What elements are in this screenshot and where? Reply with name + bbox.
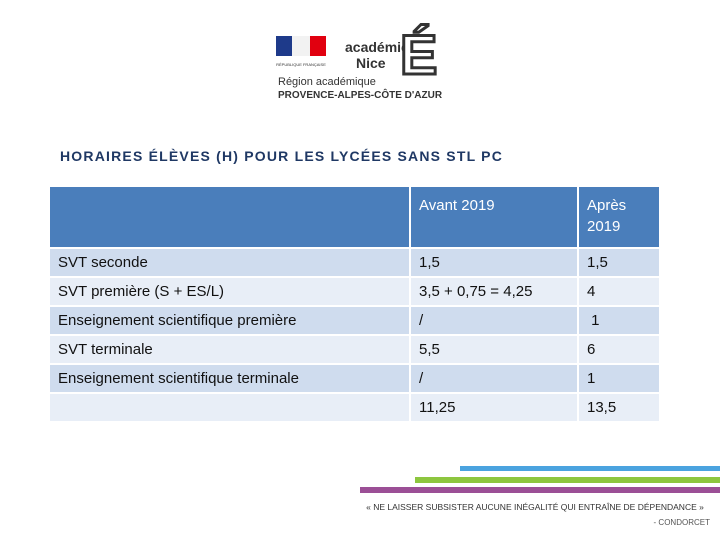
table-row: SVT première (S + ES/L) 3,5 + 0,75 = 4,25… bbox=[50, 277, 661, 307]
logo-letter: É bbox=[400, 23, 437, 86]
title: HORAIRES ÉLÈVES (H) POUR LES LYCÉES SANS… bbox=[60, 148, 504, 164]
table-cell: Enseignement scientifique première bbox=[50, 306, 411, 336]
table-cell: 4 bbox=[578, 277, 661, 307]
table-cell: 5,5 bbox=[410, 335, 579, 365]
bar-blue bbox=[460, 466, 720, 471]
table: Avant 2019 Après 2019 SVT seconde 1,5 1,5 SVT… bbox=[50, 187, 661, 423]
header-cell bbox=[50, 187, 411, 249]
table-cell: 1 bbox=[578, 306, 661, 336]
table-cell: 1,5 bbox=[578, 248, 661, 278]
total-row: 11,25 13,5 bbox=[50, 393, 661, 423]
table-row: SVT seconde 1,5 1,5 bbox=[50, 248, 661, 278]
table-cell: Enseignement scientifique terminale bbox=[50, 364, 411, 394]
header-row: Avant 2019 Après 2019 bbox=[50, 187, 661, 249]
bar-purple bbox=[360, 487, 720, 493]
flag-blue bbox=[276, 36, 292, 56]
flag-red bbox=[310, 36, 326, 56]
header-cell: Avant 2019 bbox=[410, 187, 579, 249]
republic: RÉPUBLIQUE FRANÇAISE bbox=[276, 62, 326, 67]
author: - CONDORCET bbox=[653, 518, 710, 527]
table-row: Enseignement scientifique terminale/1 bbox=[50, 364, 661, 394]
table-cell bbox=[50, 393, 411, 423]
table-row: Enseignement scientifique première/ 1 bbox=[50, 306, 661, 336]
flag-white bbox=[292, 36, 310, 56]
table-cell: SVT terminale bbox=[50, 335, 411, 365]
table-cell: / bbox=[410, 364, 579, 394]
table-cell: / bbox=[410, 306, 579, 336]
table-cell: 6 bbox=[578, 335, 661, 365]
header-cell: Après 2019 bbox=[578, 187, 661, 249]
table-cell: 13,5 bbox=[578, 393, 661, 423]
region-name: PROVENCE-ALPES-CÔTE D'AZUR bbox=[278, 88, 443, 101]
city: Nice bbox=[356, 55, 386, 71]
quote: « NE LAISSER SUBSISTER AUCUNE INÉGALITÉ … bbox=[366, 502, 704, 512]
table-cell: SVT première (S + ES/L) bbox=[50, 277, 411, 307]
table-body: Avant 2019 Après 2019 SVT seconde 1,5 1,5 SVT… bbox=[50, 187, 661, 423]
table-row: SVT terminale 5,5 6 bbox=[50, 335, 661, 365]
region: Région académique bbox=[278, 76, 376, 88]
table-cell: 1,5 bbox=[410, 248, 579, 278]
academy: académie bbox=[345, 39, 409, 55]
bar-green bbox=[415, 477, 720, 483]
table-cell: 11,25 bbox=[410, 393, 579, 423]
table-cell: 1 bbox=[578, 364, 661, 394]
logo: RÉPUBLIQUE FRANÇAISE académie Nice É Rég… bbox=[276, 22, 443, 101]
table-cell: SVT seconde bbox=[50, 248, 411, 278]
table-cell: 3,5 + 0,75 = 4,25 bbox=[410, 277, 579, 307]
